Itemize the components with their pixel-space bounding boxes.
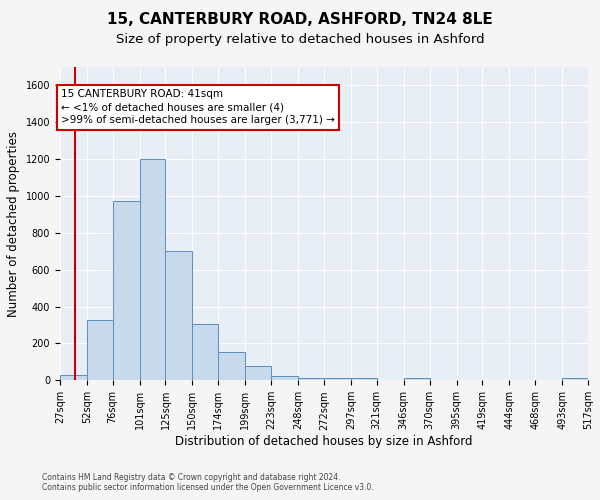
Bar [218, 352, 245, 380]
Bar [193, 324, 218, 380]
Bar [404, 378, 430, 380]
Bar [113, 202, 140, 380]
Bar [271, 376, 298, 380]
Bar [166, 252, 193, 380]
Text: 15, CANTERBURY ROAD, ASHFORD, TN24 8LE: 15, CANTERBURY ROAD, ASHFORD, TN24 8LE [107, 12, 493, 28]
Y-axis label: Number of detached properties: Number of detached properties [7, 130, 20, 316]
Bar [351, 378, 377, 380]
Bar [60, 374, 87, 380]
Bar [140, 159, 166, 380]
Bar [87, 320, 113, 380]
Bar [562, 378, 588, 380]
Text: Contains HM Land Registry data © Crown copyright and database right 2024.: Contains HM Land Registry data © Crown c… [42, 472, 341, 482]
X-axis label: Distribution of detached houses by size in Ashford: Distribution of detached houses by size … [175, 435, 473, 448]
Text: Size of property relative to detached houses in Ashford: Size of property relative to detached ho… [116, 32, 484, 46]
Bar [245, 366, 271, 380]
Bar [324, 378, 351, 380]
Text: Contains public sector information licensed under the Open Government Licence v3: Contains public sector information licen… [42, 482, 374, 492]
Text: 15 CANTERBURY ROAD: 41sqm
← <1% of detached houses are smaller (4)
>99% of semi-: 15 CANTERBURY ROAD: 41sqm ← <1% of detac… [61, 89, 335, 126]
Bar [298, 378, 324, 380]
